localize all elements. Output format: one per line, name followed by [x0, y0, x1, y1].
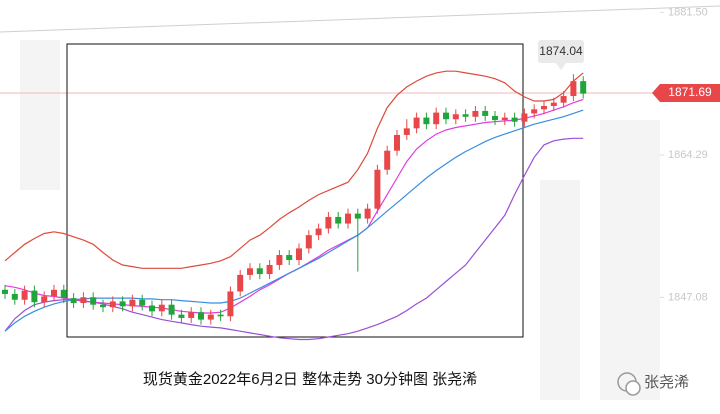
candle-body [237, 274, 244, 292]
candle-body [423, 117, 430, 125]
highlight-box [66, 43, 524, 338]
candle-body [227, 291, 234, 317]
candle-body [570, 81, 577, 97]
candle-body [21, 290, 28, 300]
candle-body [60, 289, 67, 299]
candle-body [188, 312, 195, 318]
candle-body [178, 314, 185, 318]
candle-body [374, 169, 381, 209]
indicator-line [4, 109, 584, 332]
decor-line [0, 5, 720, 33]
candle-body [443, 112, 449, 120]
candle-body [70, 298, 77, 304]
candle-body [41, 296, 48, 303]
candle-body [345, 213, 351, 224]
candle-body [315, 228, 322, 236]
candle-body [550, 102, 557, 106]
candle-body [129, 299, 136, 307]
candle-body [31, 290, 38, 303]
candle-body [198, 312, 204, 320]
candle-body [276, 255, 283, 265]
y-tick-label: 1881.50 [668, 6, 708, 18]
candle-body [384, 150, 391, 170]
candle-body [139, 299, 146, 306]
candle-body [109, 301, 116, 308]
candle-body [462, 114, 469, 117]
indicator-line [4, 98, 584, 314]
candle-body [482, 110, 489, 116]
price-label: 1871.69 [668, 85, 712, 99]
candle-body [325, 216, 332, 229]
candle-body [51, 289, 57, 297]
candle-body [80, 297, 87, 304]
y-tick-label: 1847.08 [668, 291, 708, 303]
candle-body [266, 264, 273, 275]
high-label: 1874.04 [539, 44, 583, 58]
candle-body [472, 110, 479, 117]
candle-body [394, 134, 400, 151]
watermark-text: 张尧浠 [644, 374, 689, 391]
candle-body [511, 117, 518, 122]
candle-body [501, 117, 508, 121]
candle-body [2, 289, 8, 294]
candle-body [100, 304, 106, 308]
candle-body [305, 235, 312, 249]
candle-body [286, 255, 293, 260]
high-callout: 1874.04 [538, 40, 584, 70]
candle-body [560, 96, 567, 103]
candle-body [452, 114, 459, 120]
candle-body [541, 105, 547, 110]
candle-body [580, 81, 587, 94]
candle-body [403, 128, 410, 135]
candle-body [119, 301, 126, 307]
candle-body [256, 268, 263, 275]
candle-body [168, 304, 175, 315]
candle-body [90, 297, 97, 305]
caption: 现货黄金2022年6月2日 整体走势 30分钟图 张尧浠 [143, 371, 477, 388]
candle-body [11, 293, 18, 300]
background-pattern [20, 40, 660, 400]
candle-body [335, 216, 342, 224]
price-tag: 1871.69 [652, 84, 720, 102]
candle-body [296, 248, 302, 260]
candle-body [413, 117, 420, 129]
candle-body [158, 304, 165, 312]
candle-body [207, 314, 214, 320]
candle-body [217, 314, 224, 317]
candle-body [364, 208, 371, 219]
indicator-line [4, 70, 584, 269]
watermark: 张尧浠 [617, 372, 689, 396]
candle-body [149, 305, 155, 312]
candle-body [433, 112, 440, 125]
plot: 1881.50 1864.29 1847.08 [2, 6, 708, 341]
y-tick-label: 1864.29 [668, 149, 708, 161]
indicator-line [4, 137, 584, 341]
candle-body [531, 109, 538, 114]
candle-body [247, 268, 253, 275]
candle-body [354, 213, 361, 219]
candle-body [492, 115, 498, 121]
candle-body [521, 113, 528, 122]
